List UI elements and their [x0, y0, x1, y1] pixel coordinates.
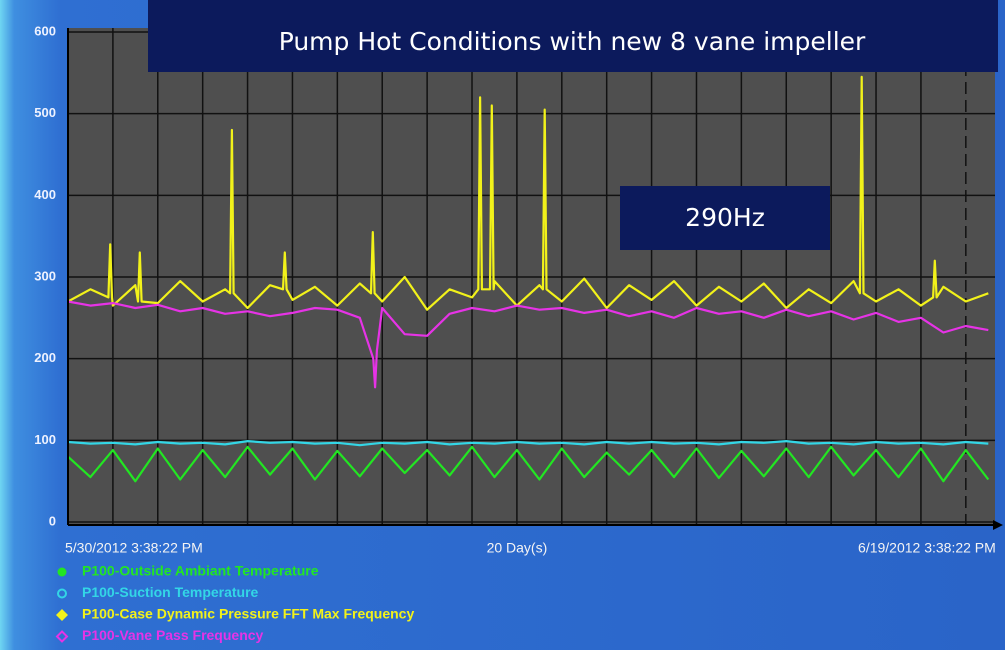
series-line: [67, 75, 989, 311]
legend-label: P100-Case Dynamic Pressure FFT Max Frequ…: [82, 606, 414, 622]
y-tick-label: 300: [34, 268, 56, 283]
series-line: [67, 300, 989, 389]
y-tick-label: 500: [34, 105, 56, 120]
legend-marker: [55, 630, 69, 643]
y-tick-label: 100: [34, 432, 56, 447]
series-line: [67, 445, 990, 483]
title-box: [148, 0, 998, 72]
x-span-label: 20 Day(s): [487, 540, 548, 556]
annotation-box: [620, 186, 830, 250]
series-line: [67, 440, 989, 447]
legend-label: P100-Suction Temperature: [82, 584, 259, 600]
x-tick-label: 5/30/2012 3:38:22 PM: [65, 540, 203, 556]
y-tick-label: 200: [34, 350, 56, 365]
y-tick-label: 400: [34, 187, 56, 202]
legend: P100-Outside Ambiant Temperature P100-Suc…: [55, 563, 414, 643]
annotation: 290Hz: [685, 203, 765, 232]
legend-marker: [57, 567, 67, 577]
y-tick-label: 0: [49, 513, 56, 528]
legend-label: P100-Vane Pass Frequency: [82, 627, 264, 643]
legend-label: P100-Outside Ambiant Temperature: [82, 563, 319, 579]
x-tick-label: 6/19/2012 3:38:22 PM: [858, 540, 996, 556]
y-tick-label: 600: [34, 23, 56, 38]
chart-title: Pump Hot Conditions with new 8 vane impe…: [279, 27, 866, 56]
axis-labels: 0 100 200 300 400 500 600 5/30/2012 3:38:22 PM 6…: [34, 23, 996, 555]
legend-marker: [57, 588, 67, 599]
x-axis-arrow: [993, 520, 1003, 530]
series-lines: [67, 75, 990, 483]
legend-marker: [56, 609, 68, 621]
